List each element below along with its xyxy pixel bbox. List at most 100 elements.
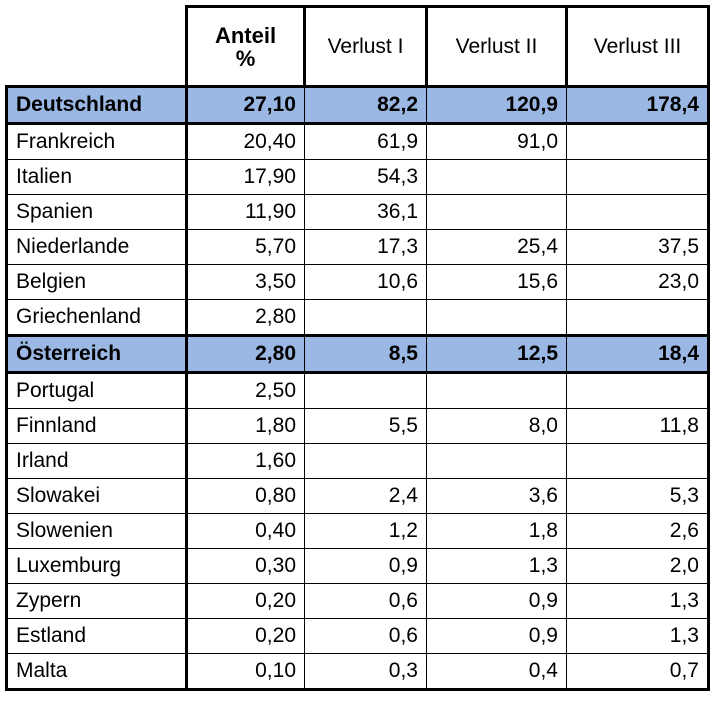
table-row: Niederlande 5,70 17,3 25,4 37,5 [5, 229, 710, 265]
anteil-cell: 0,20 [185, 618, 305, 654]
verlust-3-cell: 1,3 [566, 583, 710, 619]
country-cell: Italien [5, 159, 188, 195]
verlust-1-cell: 17,3 [304, 229, 427, 265]
verlust-2-cell: 0,4 [426, 653, 567, 691]
country-cell: Österreich [5, 334, 188, 374]
verlust-2-cell [426, 299, 567, 336]
verlust-1-cell [304, 372, 427, 409]
verlust-3-cell: 0,7 [566, 653, 710, 691]
table-row: Malta 0,10 0,3 0,4 0,7 [5, 653, 710, 691]
verlust-1-cell: 82,2 [304, 85, 427, 125]
table-row: Deutschland 27,10 82,2 120,9 178,4 [5, 85, 710, 125]
table-row: Spanien 11,90 36,1 [5, 194, 710, 230]
anteil-cell: 11,90 [185, 194, 305, 230]
anteil-cell: 3,50 [185, 264, 305, 300]
verlust-2-cell [426, 443, 567, 479]
table-container: Anteil % Verlust I Verlust II Verlust II… [5, 5, 710, 691]
verlust-2-cell: 25,4 [426, 229, 567, 265]
anteil-cell: 0,10 [185, 653, 305, 691]
verlust-1-cell [304, 299, 427, 336]
table-row: Portugal 2,50 [5, 372, 710, 409]
verlust-1-cell: 61,9 [304, 123, 427, 160]
country-cell: Malta [5, 653, 188, 691]
anteil-cell: 20,40 [185, 123, 305, 160]
table-row: Zypern 0,20 0,6 0,9 1,3 [5, 583, 710, 619]
verlust-1-cell: 0,9 [304, 548, 427, 584]
verlust-2-cell: 120,9 [426, 85, 567, 125]
verlust-1-cell: 5,5 [304, 408, 427, 444]
verlust-2-cell: 0,9 [426, 618, 567, 654]
country-cell: Belgien [5, 264, 188, 300]
verlust-3-cell: 1,3 [566, 618, 710, 654]
verlust-1-cell [304, 443, 427, 479]
verlust-2-cell [426, 159, 567, 195]
country-cell: Niederlande [5, 229, 188, 265]
verlust-1-cell: 0,6 [304, 618, 427, 654]
anteil-cell: 2,80 [185, 334, 305, 374]
verlust-2-cell: 1,8 [426, 513, 567, 549]
verlust-2-cell: 3,6 [426, 478, 567, 514]
table-row: Belgien 3,50 10,6 15,6 23,0 [5, 264, 710, 300]
verlust-3-cell: 5,3 [566, 478, 710, 514]
verlust-3-cell: 2,0 [566, 548, 710, 584]
table-row: Irland 1,60 [5, 443, 710, 479]
anteil-cell: 0,20 [185, 583, 305, 619]
table-row: Slowakei 0,80 2,4 3,6 5,3 [5, 478, 710, 514]
anteil-cell: 1,60 [185, 443, 305, 479]
verlust-2-cell: 12,5 [426, 334, 567, 374]
anteil-cell: 1,80 [185, 408, 305, 444]
country-cell: Slowenien [5, 513, 188, 549]
anteil-cell: 2,50 [185, 372, 305, 409]
header-anteil: Anteil % [185, 5, 306, 88]
country-cell: Zypern [5, 583, 188, 619]
verlust-3-cell: 37,5 [566, 229, 710, 265]
anteil-cell: 17,90 [185, 159, 305, 195]
country-cell: Portugal [5, 372, 188, 409]
table-row: Finnland 1,80 5,5 8,0 11,8 [5, 408, 710, 444]
table-row: Luxemburg 0,30 0,9 1,3 2,0 [5, 548, 710, 584]
verlust-3-cell [566, 123, 710, 160]
verlust-2-cell: 8,0 [426, 408, 567, 444]
anteil-cell: 0,30 [185, 548, 305, 584]
verlust-2-cell [426, 372, 567, 409]
verlust-3-cell [566, 194, 710, 230]
table-row: Italien 17,90 54,3 [5, 159, 710, 195]
country-cell: Estland [5, 618, 188, 654]
header-anteil-line1: Anteil [214, 22, 277, 48]
table-row: Österreich 2,80 8,5 12,5 18,4 [5, 334, 710, 374]
table-row: Slowenien 0,40 1,2 1,8 2,6 [5, 513, 710, 549]
verlust-2-cell: 15,6 [426, 264, 567, 300]
country-cell: Spanien [5, 194, 188, 230]
verlust-1-cell: 0,6 [304, 583, 427, 619]
table-row: Estland 0,20 0,6 0,9 1,3 [5, 618, 710, 654]
data-table: Anteil % Verlust I Verlust II Verlust II… [5, 5, 710, 691]
anteil-cell: 0,40 [185, 513, 305, 549]
table-body: Deutschland 27,10 82,2 120,9 178,4 Frankreich… [5, 85, 710, 691]
verlust-1-cell: 36,1 [304, 194, 427, 230]
header-blank-cell [6, 6, 188, 88]
verlust-3-cell: 23,0 [566, 264, 710, 300]
verlust-2-cell: 91,0 [426, 123, 567, 160]
verlust-2-cell [426, 194, 567, 230]
verlust-3-cell: 18,4 [566, 334, 710, 374]
header-anteil-line2: % [235, 45, 256, 71]
anteil-cell: 2,80 [185, 299, 305, 336]
verlust-1-cell: 1,2 [304, 513, 427, 549]
verlust-3-cell: 11,8 [566, 408, 710, 444]
table-row: Frankreich 20,40 61,9 91,0 [5, 123, 710, 160]
verlust-3-cell: 2,6 [566, 513, 710, 549]
country-cell: Finnland [5, 408, 188, 444]
verlust-3-cell: 178,4 [566, 85, 710, 125]
country-cell: Irland [5, 443, 188, 479]
verlust-2-cell: 1,3 [426, 548, 567, 584]
verlust-1-cell: 10,6 [304, 264, 427, 300]
verlust-1-cell: 0,3 [304, 653, 427, 691]
verlust-2-cell: 0,9 [426, 583, 567, 619]
table-row: Griechenland 2,80 [5, 299, 710, 336]
anteil-cell: 0,80 [185, 478, 305, 514]
anteil-cell: 27,10 [185, 85, 305, 125]
header-verlust-2: Verlust II [425, 5, 568, 88]
verlust-3-cell [566, 443, 710, 479]
verlust-3-cell [566, 372, 710, 409]
country-cell: Luxemburg [5, 548, 188, 584]
